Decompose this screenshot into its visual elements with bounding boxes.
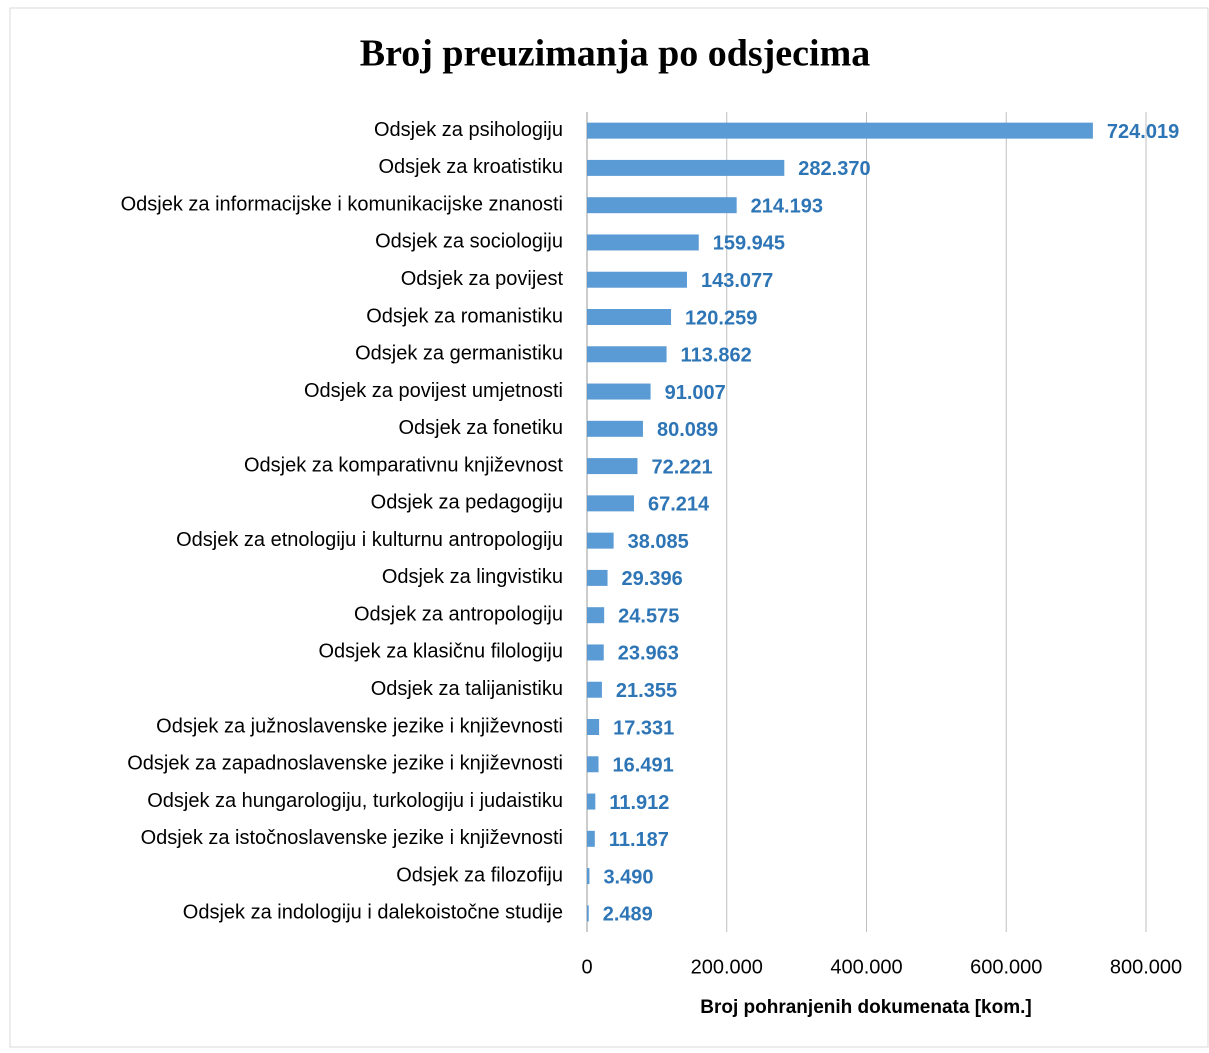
data-label: 113.862 bbox=[681, 345, 752, 367]
x-tick-label: 200.000 bbox=[691, 956, 763, 978]
data-label: 24.575 bbox=[618, 605, 679, 627]
data-label: 11.912 bbox=[609, 792, 669, 814]
bar bbox=[587, 905, 589, 922]
y-tick-label: Odsjek za sociologiju bbox=[375, 231, 563, 253]
bar bbox=[587, 719, 600, 735]
chart-frame bbox=[9, 7, 1209, 1048]
y-tick-label: Odsjek za lingvistiku bbox=[382, 566, 563, 588]
data-label: 67.214 bbox=[648, 494, 710, 516]
y-tick-label: Odsjek za hungarologiju, turkologiju i j… bbox=[147, 790, 563, 812]
y-tick-label: Odsjek za kroatistiku bbox=[378, 156, 563, 178]
data-label: 17.331 bbox=[613, 717, 674, 739]
y-tick-label: Odsjek za klasičnu filologiju bbox=[318, 641, 563, 663]
bar bbox=[587, 495, 634, 512]
data-label: 214.193 bbox=[751, 195, 823, 217]
y-tick-label: Odsjek za povijest bbox=[401, 268, 564, 290]
data-label: 38.085 bbox=[628, 531, 689, 553]
y-tick-label: Odsjek za pedagogiju bbox=[371, 492, 563, 514]
bar bbox=[587, 532, 614, 549]
bar bbox=[587, 383, 651, 400]
y-tick-label: Odsjek za talijanistiku bbox=[371, 678, 563, 700]
bar bbox=[587, 868, 590, 885]
data-label: 120.259 bbox=[685, 307, 757, 329]
y-tick-label: Odsjek za germanistiku bbox=[355, 343, 563, 365]
y-tick-label: Odsjek za zapadnoslavenske jezike i knji… bbox=[127, 753, 563, 775]
y-tick-label: Odsjek za informacijske i komunikacijske… bbox=[121, 193, 563, 215]
data-label: 143.077 bbox=[701, 270, 773, 292]
bar bbox=[587, 793, 596, 810]
bar bbox=[587, 756, 599, 773]
data-label: 11.187 bbox=[609, 829, 669, 851]
x-axis-label: Broj pohranjenih dokumenata [kom.] bbox=[700, 997, 1031, 1018]
data-label: 29.396 bbox=[622, 568, 683, 590]
y-tick-label: Odsjek za istočnoslavenske jezike i knji… bbox=[141, 827, 563, 849]
data-label: 724.019 bbox=[1107, 121, 1179, 143]
data-label: 282.370 bbox=[798, 158, 870, 180]
data-label: 72.221 bbox=[651, 456, 712, 478]
y-tick-label: Odsjek za psihologiju bbox=[374, 119, 563, 141]
bar bbox=[587, 234, 699, 251]
data-label: 3.490 bbox=[603, 866, 653, 888]
x-tick-label: 600.000 bbox=[970, 956, 1042, 978]
data-label: 21.355 bbox=[616, 680, 677, 702]
y-tick-label: Odsjek za fonetiku bbox=[398, 417, 563, 439]
x-tick-label: 800.000 bbox=[1110, 956, 1182, 978]
y-tick-label: Odsjek za povijest umjetnosti bbox=[304, 380, 563, 402]
bar bbox=[587, 346, 667, 363]
x-tick-label: 0 bbox=[581, 956, 592, 978]
y-tick-label: Odsjek za filozofiju bbox=[396, 864, 563, 886]
bar bbox=[587, 271, 687, 288]
chart-title: Broj preuzimanja po odsjecima bbox=[360, 33, 871, 75]
x-tick-label: 400.000 bbox=[830, 956, 902, 978]
bar bbox=[587, 830, 595, 847]
y-tick-label: Odsjek za romanistiku bbox=[366, 305, 563, 327]
bar bbox=[587, 420, 643, 437]
data-label: 23.963 bbox=[618, 643, 679, 665]
bar bbox=[587, 159, 785, 176]
bar bbox=[587, 644, 604, 661]
y-tick-label: Odsjek za južnoslavenske jezike i knjiže… bbox=[156, 715, 563, 737]
y-tick-label: Odsjek za antropologiju bbox=[354, 603, 563, 625]
bar bbox=[587, 309, 672, 325]
bar bbox=[587, 681, 602, 698]
bar bbox=[587, 197, 737, 214]
data-label: 80.089 bbox=[657, 419, 718, 441]
y-tick-label: Odsjek za indologiju i dalekoistočne stu… bbox=[183, 902, 563, 924]
data-label: 2.489 bbox=[603, 904, 653, 926]
data-label: 16.491 bbox=[613, 755, 674, 777]
data-label: 159.945 bbox=[713, 233, 785, 255]
y-tick-label: Odsjek za etnologiju i kulturnu antropol… bbox=[176, 529, 563, 551]
y-tick-label: Odsjek za komparativnu književnost bbox=[244, 454, 563, 476]
bar bbox=[587, 458, 638, 475]
bar bbox=[587, 569, 608, 586]
bar bbox=[587, 607, 605, 624]
data-label: 91.007 bbox=[665, 382, 726, 404]
bar bbox=[587, 122, 1093, 139]
